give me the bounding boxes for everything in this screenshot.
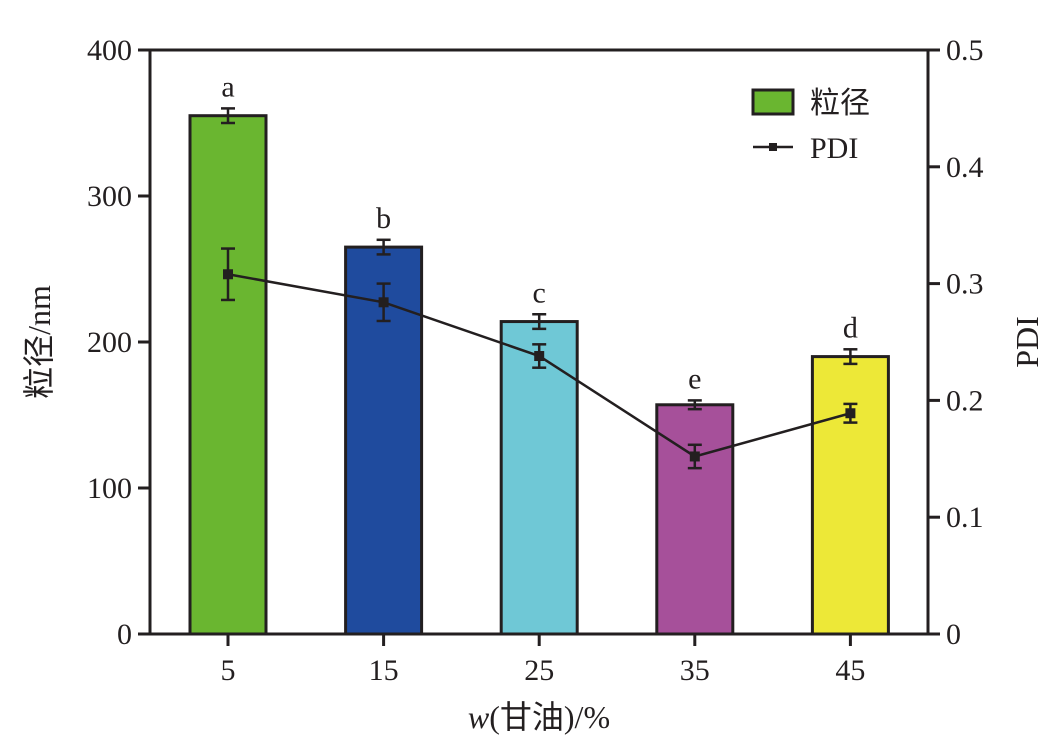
- bar-5: [188, 114, 268, 636]
- legend-label-size: 粒径: [810, 87, 870, 120]
- pdi-point-25: [534, 351, 545, 362]
- bar-error-35: [687, 399, 702, 411]
- pdi-series: [221, 247, 858, 470]
- y-tick-label-200: 200: [87, 326, 132, 359]
- sig-label-35: e: [688, 362, 701, 395]
- sig-label-15: b: [376, 202, 391, 235]
- bar-error-15: [376, 238, 391, 256]
- y-tick-label-100: 100: [87, 472, 132, 505]
- bars-group: [188, 114, 890, 636]
- x-tick-label-5: 5: [221, 654, 236, 687]
- legend-label-pdi: PDI: [810, 132, 858, 165]
- x-axis-title-rest: (甘油)/%: [489, 699, 610, 735]
- bar-error-25: [532, 313, 547, 331]
- bar-error-45: [843, 348, 858, 366]
- bar-error-bars: [221, 107, 858, 411]
- legend: 粒径 PDI: [751, 87, 870, 165]
- pdi-point-35: [689, 451, 700, 462]
- pdi-point-5: [223, 269, 233, 280]
- x-tick-label-35: 35: [680, 654, 710, 687]
- legend-swatch-size: [751, 88, 795, 116]
- y2-tick-label-0.3: 0.3: [946, 268, 984, 301]
- pdi-point-45: [845, 408, 856, 419]
- pdi-point-15: [378, 297, 389, 308]
- ticks-group: 0 100 200 300 400 0 0.1 0.2 0.3 0.4 0.5 5 15 25 35 45: [87, 34, 984, 687]
- y-axis-title: 粒径/nm: [21, 285, 57, 399]
- y2-tick-label-0.1: 0.1: [946, 501, 984, 534]
- bar-45: [810, 355, 890, 636]
- legend-marker-pdi: [769, 143, 777, 151]
- sig-label-45: d: [843, 311, 858, 344]
- x-tick-label-15: 15: [369, 654, 399, 687]
- y2-axis-title: PDI: [1009, 316, 1045, 368]
- y2-tick-label-0.2: 0.2: [946, 384, 984, 417]
- y2-tick-label-0: 0: [946, 618, 961, 651]
- significance-labels: a b c e d: [221, 70, 858, 395]
- sig-label-5: a: [221, 70, 234, 103]
- x-tick-label-25: 25: [524, 654, 554, 687]
- x-tick-label-45: 45: [835, 654, 865, 687]
- y-tick-label-0: 0: [117, 618, 132, 651]
- sig-label-25: c: [533, 276, 546, 309]
- y-tick-label-300: 300: [87, 180, 132, 213]
- y2-tick-label-0.4: 0.4: [946, 151, 984, 184]
- bar-error-5: [221, 107, 235, 125]
- x-axis-title-italic: w: [468, 699, 490, 735]
- x-axis-title: w(甘油)/%: [468, 699, 610, 735]
- y-tick-label-400: 400: [87, 34, 132, 67]
- y2-tick-label-0.5: 0.5: [946, 34, 984, 67]
